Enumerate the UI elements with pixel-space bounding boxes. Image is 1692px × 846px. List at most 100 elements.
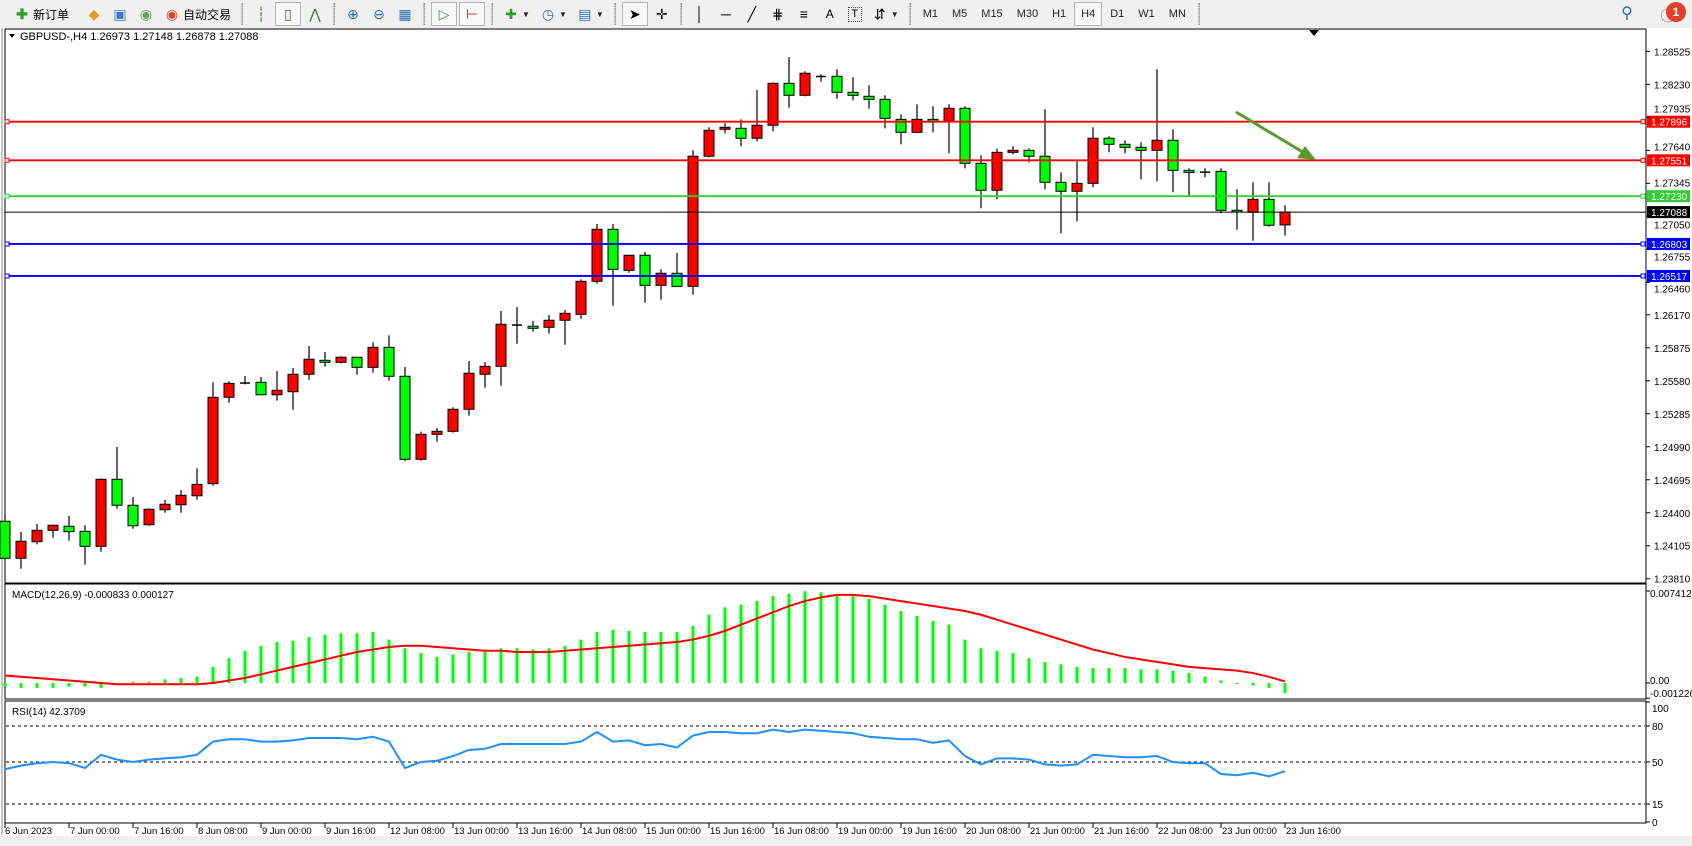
level-handle-right[interactable] xyxy=(1640,119,1646,125)
new-order-button[interactable]: ✚ 新订单 xyxy=(10,2,73,26)
timeframe-h4[interactable]: H4 xyxy=(1074,2,1103,26)
candle-body xyxy=(223,382,235,398)
candle-body xyxy=(1167,139,1179,171)
text-tool-button[interactable]: A xyxy=(818,2,842,26)
chart-header: GBPUSD-,H4 1.26973 1.27148 1.26878 1.270… xyxy=(20,31,259,43)
level-handle-left[interactable] xyxy=(4,119,10,125)
level-handle-left[interactable] xyxy=(4,241,10,247)
candle xyxy=(1183,168,1195,196)
fibonacci-button[interactable]: ≡ xyxy=(792,2,816,26)
level-handle-right[interactable] xyxy=(1640,193,1646,199)
equidistant-channel-button[interactable]: ⋕ xyxy=(766,2,790,26)
macd-histogram-bar xyxy=(1171,670,1175,683)
history-center-button[interactable]: ◆ xyxy=(82,2,106,26)
templates-button[interactable]: ▤ ▼ xyxy=(573,2,608,26)
time-tick-label: 13 Jun 00:00 xyxy=(454,826,509,837)
candle-body xyxy=(1151,139,1163,151)
macd-histogram-bar xyxy=(451,654,455,683)
macd-histogram-bar xyxy=(563,645,567,683)
zoom-in-button[interactable]: ⊕ xyxy=(341,2,365,26)
timeframe-m5[interactable]: M5 xyxy=(952,8,968,20)
vertical-line-button[interactable]: │ xyxy=(688,2,712,26)
macd-histogram-bar xyxy=(1059,664,1063,683)
level-handle-left[interactable] xyxy=(4,273,10,279)
trend-arrow-shaft[interactable] xyxy=(1235,110,1307,156)
trendline-icon: ╱ xyxy=(747,6,757,22)
bar-chart-button[interactable]: ┆ xyxy=(249,2,273,26)
text-label-button[interactable]: T xyxy=(844,2,866,26)
level-handle-left[interactable] xyxy=(4,157,10,163)
periods-button[interactable]: ◷ ▼ xyxy=(536,2,571,26)
macd-histogram-bar xyxy=(1139,669,1143,683)
chart-menu-triangle-icon[interactable] xyxy=(9,34,15,38)
zoom-out-button[interactable]: ⊖ xyxy=(367,2,391,26)
chart-window[interactable]: 1.27896 1.27551 1.27230 1.27088 1.26803 1.265… xyxy=(0,28,1692,846)
price-level-badge xyxy=(1647,115,1690,128)
rsi-label: RSI(14) 42.3709 xyxy=(12,707,86,718)
clock-icon: ◷ xyxy=(541,6,555,22)
timeframe-m15[interactable]: M15 xyxy=(981,8,1003,20)
chart-shift-button[interactable]: ⊢ xyxy=(459,2,486,26)
trend-arrow[interactable] xyxy=(1235,110,1316,160)
notifications-button[interactable]: ◯ 1 xyxy=(1656,2,1686,26)
terminal-button[interactable]: ▣ xyxy=(108,2,132,26)
timeframe-mn[interactable]: MN xyxy=(1168,8,1186,20)
macd-histogram-bar xyxy=(1107,668,1111,683)
timeframe-m30[interactable]: M30 xyxy=(1016,8,1039,20)
candle-body xyxy=(175,494,187,506)
tile-windows-button[interactable]: ▦ xyxy=(393,2,417,26)
chart-canvas[interactable]: 1.27896 1.27551 1.27230 1.27088 1.26803 1.265… xyxy=(0,28,1692,846)
candle-body xyxy=(159,503,171,511)
macd-histogram-bar xyxy=(1235,683,1239,684)
timeframe-m1[interactable]: M1 xyxy=(922,8,938,20)
macd-histogram-bar xyxy=(627,630,631,683)
timeframe-h1[interactable]: H1 xyxy=(1052,8,1067,20)
search-button[interactable]: ⚲ xyxy=(1615,2,1639,26)
auto-scroll-button[interactable]: ▷ xyxy=(431,2,458,26)
timeframe-d1[interactable]: D1 xyxy=(1110,8,1125,20)
candlestick-button[interactable]: ▯ xyxy=(275,2,302,26)
level-handle-right[interactable] xyxy=(1640,241,1646,247)
arrows-button[interactable]: ⇵ ▼ xyxy=(868,2,903,26)
price-tick-label: 1.28525 xyxy=(1654,47,1691,58)
candle xyxy=(975,155,987,209)
trendline-button[interactable]: ╱ xyxy=(740,2,764,26)
time-tick-label: 12 Jun 08:00 xyxy=(390,826,445,837)
candle-body xyxy=(1279,211,1291,226)
candle xyxy=(1039,109,1051,190)
auto-trading-button[interactable]: ◉ 自动交易 xyxy=(160,2,235,26)
time-tick-label: 9 Jun 00:00 xyxy=(262,826,312,837)
indicators-button[interactable]: ✚ ▼ xyxy=(499,2,534,26)
macd-histogram-bar xyxy=(227,658,231,683)
line-chart-button[interactable]: ⋀ xyxy=(303,2,327,26)
time-tick-label: 19 Jun 16:00 xyxy=(902,826,957,837)
candle xyxy=(271,371,283,401)
toolbar-separator xyxy=(679,3,682,25)
signals-button[interactable]: ◉ xyxy=(134,2,158,26)
level-handle-right[interactable] xyxy=(1640,157,1646,163)
candle-body xyxy=(351,356,363,368)
candle xyxy=(895,114,907,145)
macd-histogram-bar xyxy=(483,651,487,683)
candle-body xyxy=(863,95,875,100)
chart-shift-marker-icon[interactable] xyxy=(1309,30,1319,36)
macd-signal-line xyxy=(4,593,1286,686)
timeframe-w1[interactable]: W1 xyxy=(1138,8,1155,20)
macd-histogram-bar xyxy=(211,666,215,683)
candle-body xyxy=(655,272,667,286)
candle-body xyxy=(943,107,955,122)
time-tick-label: 7 Jun 00:00 xyxy=(70,826,120,837)
zoom-in-icon: ⊕ xyxy=(347,6,359,22)
macd-pane[interactable] xyxy=(4,583,1647,700)
candle-body xyxy=(1055,181,1067,192)
level-handle-right[interactable] xyxy=(1640,273,1646,279)
crosshair-button[interactable]: ✛ xyxy=(650,2,674,26)
level-handle-left[interactable] xyxy=(4,193,10,199)
main-chart-pane[interactable] xyxy=(4,28,1647,584)
price-tick-label: 1.24400 xyxy=(1654,509,1691,520)
candle xyxy=(639,252,651,303)
candle xyxy=(31,524,43,545)
horizontal-line-button[interactable]: ─ xyxy=(714,2,738,26)
cursor-button[interactable]: ➤ xyxy=(621,2,648,26)
candle-body xyxy=(79,530,91,547)
